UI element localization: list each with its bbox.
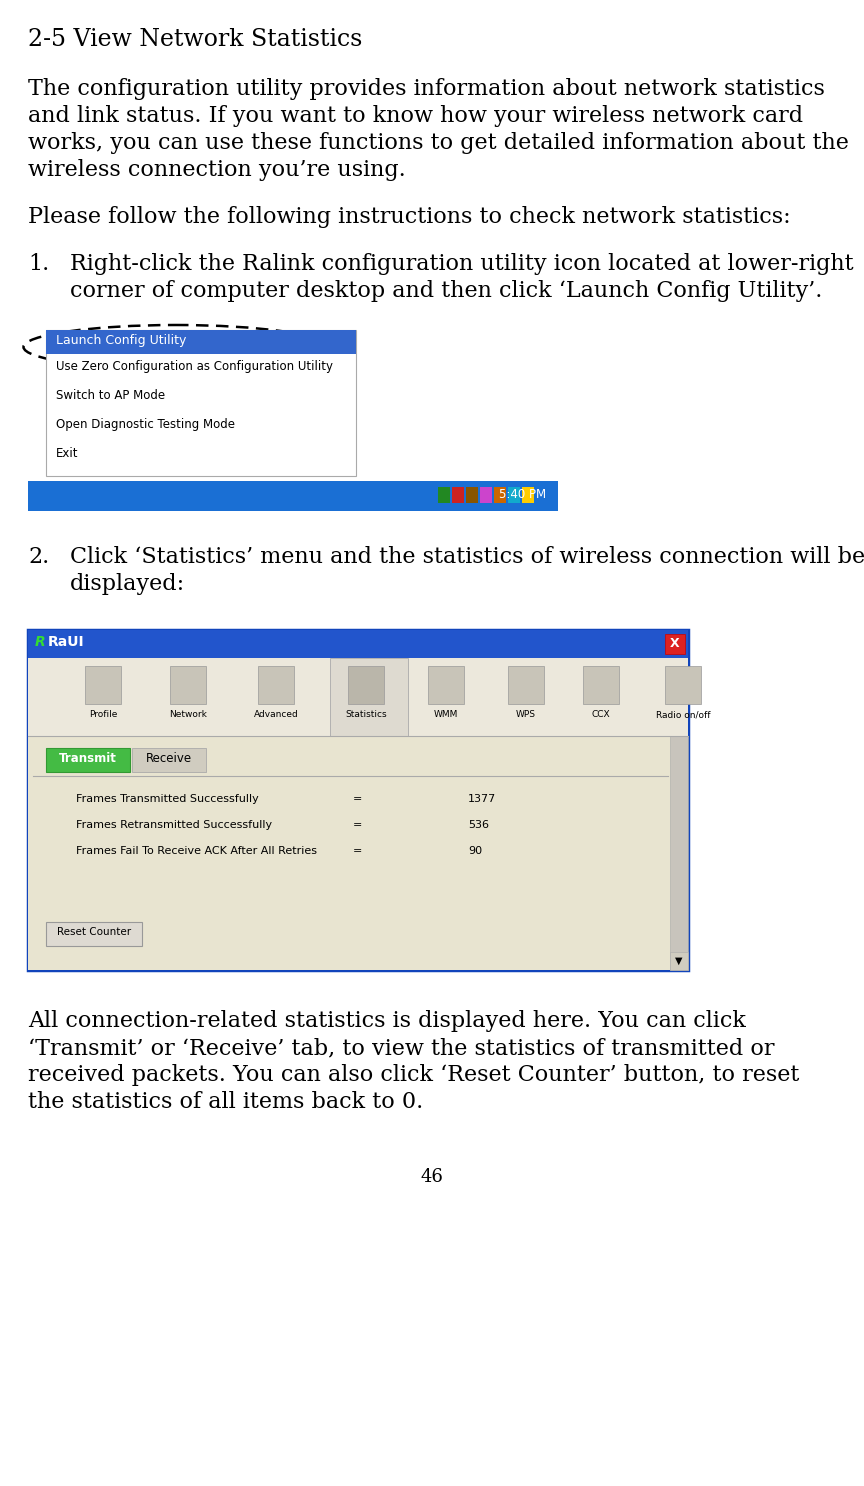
Text: 1.: 1. [28, 253, 49, 275]
Bar [28, 736, 688, 970]
Bar [508, 487, 520, 502]
Text: Exit: Exit [56, 447, 79, 461]
Text: Frames Fail To Receive ACK After All Retries: Frames Fail To Receive ACK After All Ret… [76, 846, 317, 856]
Text: Statistics: Statistics [346, 710, 387, 719]
Text: 536: 536 [468, 820, 489, 831]
Bar [522, 487, 534, 502]
Text: Profile: Profile [89, 710, 118, 719]
Text: Radio on/off: Radio on/off [656, 710, 710, 719]
Text: ▼: ▼ [676, 955, 683, 966]
Bar [258, 666, 294, 704]
Bar [665, 666, 701, 704]
Text: WMM: WMM [434, 710, 458, 719]
Text: 1377: 1377 [468, 794, 496, 804]
Text: corner of computer desktop and then click ‘Launch Config Utility’.: corner of computer desktop and then clic… [70, 279, 823, 302]
Text: Frames Transmitted Successfully: Frames Transmitted Successfully [76, 794, 258, 804]
Text: The configuration utility provides information about network statistics: The configuration utility provides infor… [28, 77, 825, 100]
Text: All connection-related statistics is displayed here. You can click: All connection-related statistics is dis… [28, 1010, 746, 1031]
Text: 2-5 View Network Statistics: 2-5 View Network Statistics [28, 28, 362, 51]
Text: displayed:: displayed: [70, 574, 185, 594]
Text: Advanced: Advanced [254, 710, 298, 719]
Text: Click ‘Statistics’ menu and the statistics of wireless connection will be: Click ‘Statistics’ menu and the statisti… [70, 545, 864, 568]
Text: Receive: Receive [146, 752, 192, 765]
Bar [132, 747, 206, 773]
Text: =: = [353, 794, 363, 804]
Bar [670, 736, 688, 970]
Bar [508, 666, 544, 704]
Bar [438, 487, 450, 502]
Text: WPS: WPS [516, 710, 536, 719]
Bar [28, 481, 558, 511]
Text: R: R [35, 635, 46, 649]
Text: Frames Retransmitted Successfully: Frames Retransmitted Successfully [76, 820, 272, 831]
Bar [348, 666, 384, 704]
Bar [428, 666, 464, 704]
Bar [583, 666, 619, 704]
Bar [466, 487, 478, 502]
Bar [28, 630, 688, 658]
Text: RaUI: RaUI [48, 635, 85, 649]
Bar [480, 487, 492, 502]
Bar [28, 658, 688, 736]
Text: Use Zero Configuration as Configuration Utility: Use Zero Configuration as Configuration … [56, 360, 333, 373]
Bar [85, 666, 121, 704]
Text: Open Diagnostic Testing Mode: Open Diagnostic Testing Mode [56, 418, 235, 431]
Text: works, you can use these functions to get detailed information about the: works, you can use these functions to ge… [28, 132, 848, 155]
Text: 90: 90 [468, 846, 482, 856]
Bar [46, 921, 142, 947]
Text: Please follow the following instructions to check network statistics:: Please follow the following instructions… [28, 207, 791, 227]
Text: and link status. If you want to know how your wireless network card: and link status. If you want to know how… [28, 106, 804, 126]
Text: 5:40 PM: 5:40 PM [499, 487, 546, 501]
Bar [28, 630, 688, 970]
Bar [46, 747, 130, 773]
Text: =: = [353, 846, 363, 856]
Text: Transmit: Transmit [59, 752, 117, 765]
Text: the statistics of all items back to 0.: the statistics of all items back to 0. [28, 1091, 423, 1113]
Text: Launch Config Utility: Launch Config Utility [56, 334, 187, 348]
Bar [452, 487, 464, 502]
Text: X: X [670, 637, 680, 649]
Bar [46, 330, 356, 476]
Bar [46, 330, 356, 354]
Text: =: = [353, 820, 363, 831]
Text: 2.: 2. [28, 545, 49, 568]
Text: CCX: CCX [592, 710, 610, 719]
Text: wireless connection you’re using.: wireless connection you’re using. [28, 159, 406, 181]
Bar [494, 487, 506, 502]
Text: received packets. You can also click ‘Reset Counter’ button, to reset: received packets. You can also click ‘Re… [28, 1064, 799, 1086]
Bar [670, 953, 688, 970]
Text: Right-click the Ralink configuration utility icon located at lower-right: Right-click the Ralink configuration uti… [70, 253, 854, 275]
Bar [330, 658, 408, 736]
Bar [170, 666, 206, 704]
Text: Network: Network [169, 710, 207, 719]
Text: 46: 46 [421, 1168, 443, 1186]
Text: Reset Counter: Reset Counter [57, 927, 131, 938]
Text: ‘Transmit’ or ‘Receive’ tab, to view the statistics of transmitted or: ‘Transmit’ or ‘Receive’ tab, to view the… [28, 1037, 774, 1060]
Text: Switch to AP Mode: Switch to AP Mode [56, 389, 165, 403]
Bar [665, 635, 685, 654]
